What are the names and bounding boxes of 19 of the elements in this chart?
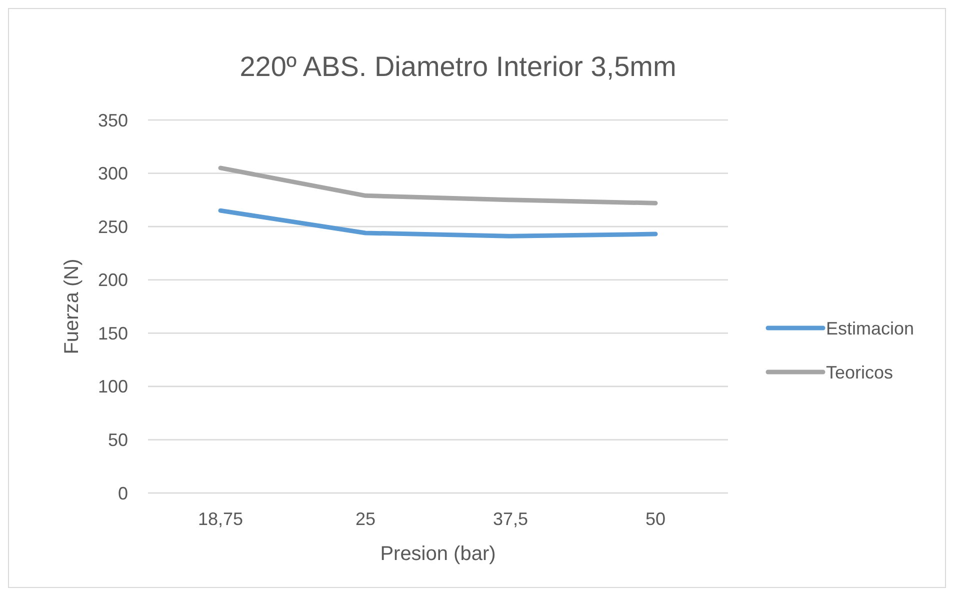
x-tick-label: 25 <box>355 509 376 529</box>
line-series <box>218 208 658 238</box>
x-tick-label: 18,75 <box>198 509 244 529</box>
legend-label: Teoricos <box>826 362 894 382</box>
x-tick-label: 37,5 <box>492 509 528 529</box>
y-tick-label: 300 <box>98 164 128 184</box>
y-tick-label: 250 <box>98 216 128 237</box>
y-tick-label: 350 <box>98 110 128 130</box>
y-tick-label: 100 <box>98 376 128 397</box>
chart-title: 220º ABS. Diametro Interior 3,5mm <box>240 51 676 82</box>
y-axis-title: Fuerza (N) <box>61 258 83 354</box>
line-series <box>218 166 658 206</box>
y-tick-label: 0 <box>118 483 128 504</box>
x-axis-title: Presion (bar) <box>380 543 496 565</box>
y-tick-label: 150 <box>98 323 128 344</box>
legend-label: Estimacion <box>826 318 914 338</box>
y-tick-label: 200 <box>98 270 128 290</box>
x-tick-label: 50 <box>645 509 666 529</box>
y-tick-label: 50 <box>108 430 128 450</box>
